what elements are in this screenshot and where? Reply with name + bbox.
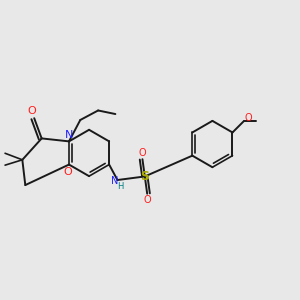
Text: O: O <box>138 148 146 158</box>
Text: O: O <box>28 106 36 116</box>
Text: O: O <box>63 167 72 177</box>
Text: O: O <box>144 195 151 205</box>
Text: N: N <box>65 130 73 140</box>
Text: O: O <box>244 113 252 123</box>
Text: H: H <box>117 182 124 191</box>
Text: N: N <box>111 176 119 186</box>
Text: S: S <box>140 170 149 183</box>
